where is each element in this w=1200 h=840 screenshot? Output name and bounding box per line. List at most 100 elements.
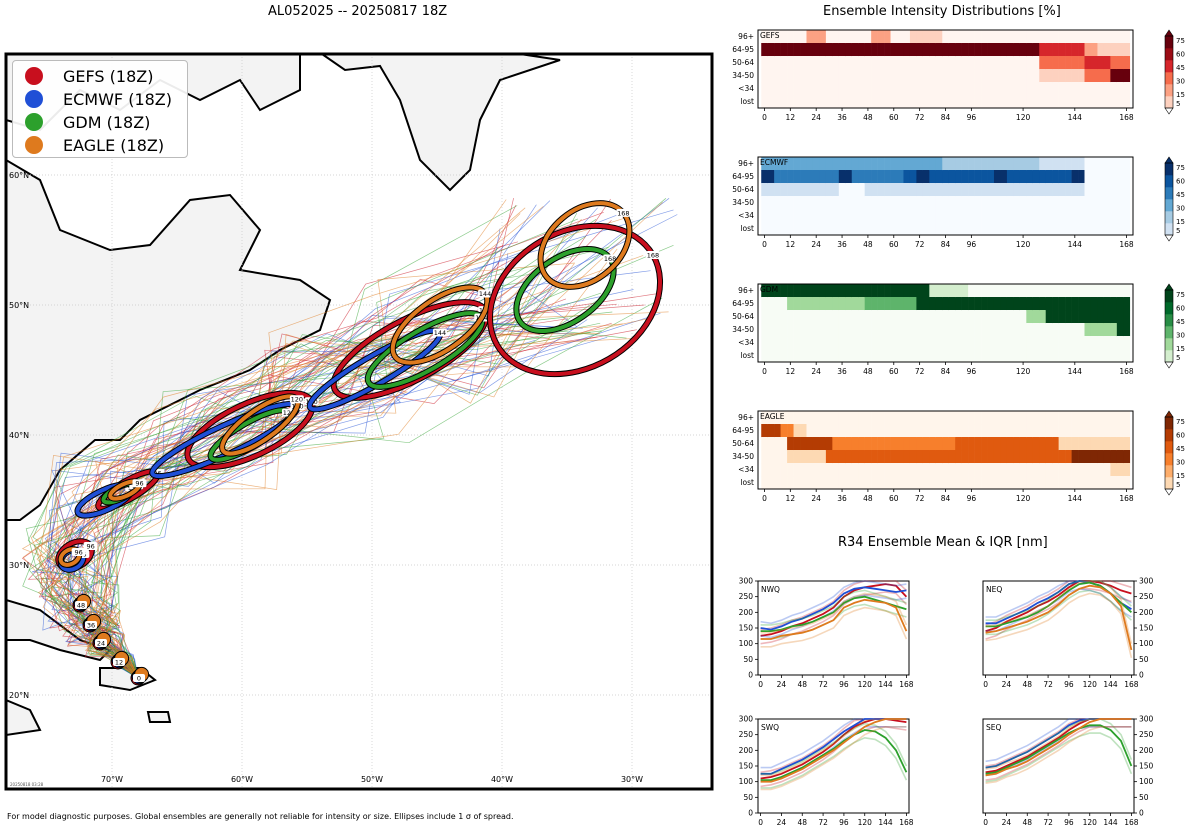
heatmap-cell bbox=[1026, 183, 1034, 197]
heatmap-cell bbox=[838, 411, 846, 425]
heatmap-cell bbox=[806, 69, 814, 83]
heatmap-cell bbox=[909, 95, 917, 109]
heatmap-cell bbox=[864, 183, 872, 197]
colorbar-tick-label: 5 bbox=[1176, 481, 1180, 489]
heatmap-cell bbox=[832, 323, 840, 337]
colorbar-tick-label: 30 bbox=[1176, 205, 1185, 213]
heatmap-cell bbox=[787, 183, 794, 197]
heatmap-cell bbox=[993, 170, 1001, 184]
heatmap-cell bbox=[806, 437, 814, 451]
heatmap-cell bbox=[1090, 209, 1098, 223]
heatmap-xtick-label: 72 bbox=[915, 367, 925, 376]
heatmap-cell bbox=[1039, 411, 1047, 425]
heatmap-cell bbox=[800, 82, 807, 96]
main-title: AL052025 -- 20250817 18Z bbox=[268, 4, 448, 19]
heatmap-cell bbox=[812, 69, 820, 83]
heatmap-cell bbox=[774, 30, 781, 44]
colorbar-extend-top bbox=[1164, 283, 1174, 291]
heatmap-cell bbox=[974, 284, 982, 298]
heatmap-cell bbox=[1116, 82, 1124, 96]
colorbar-frame bbox=[1164, 35, 1174, 109]
heatmap-cell bbox=[955, 157, 962, 171]
heatmap-cell bbox=[987, 95, 995, 109]
heatmap-cell bbox=[1097, 463, 1105, 477]
heatmap-cell bbox=[851, 95, 859, 109]
heatmap-cell bbox=[993, 157, 1001, 171]
heatmap-cell bbox=[780, 157, 788, 171]
heatmap-cell bbox=[1013, 43, 1021, 57]
heatmap-cell bbox=[974, 95, 982, 109]
heatmap-xtick-label: 120 bbox=[1016, 240, 1031, 249]
heatmap-cell bbox=[1013, 297, 1021, 311]
heatmap-cell bbox=[812, 30, 820, 44]
heatmap-cell bbox=[1103, 336, 1111, 350]
heatmap-cell bbox=[1006, 196, 1014, 210]
heatmap-cell bbox=[884, 157, 891, 171]
heatmap-label: GEFS bbox=[760, 31, 780, 40]
heatmap-cell bbox=[800, 476, 807, 490]
heatmap-cell bbox=[787, 310, 794, 324]
heatmap-cell bbox=[1039, 336, 1047, 350]
heatmap-cell bbox=[793, 424, 801, 438]
heatmap-cell bbox=[858, 284, 865, 298]
heatmap-cell bbox=[1110, 82, 1118, 96]
marker-hour-bg bbox=[85, 621, 97, 629]
heatmap-xtick-label: 120 bbox=[1016, 367, 1031, 376]
heatmap-cell bbox=[948, 450, 956, 464]
heatmap-cell bbox=[1000, 323, 1008, 337]
heatmap-cell bbox=[838, 43, 846, 57]
heatmap-cell bbox=[961, 450, 969, 464]
track-line bbox=[42, 235, 630, 679]
heatmap-cell bbox=[1032, 336, 1040, 350]
heatmap-cell bbox=[981, 56, 988, 70]
heatmap-ytick-label: 50-64 bbox=[732, 439, 754, 448]
heatmap-cell bbox=[1084, 157, 1092, 171]
heatmap-cell bbox=[838, 56, 846, 70]
heatmap-xtick-label: 12 bbox=[786, 240, 796, 249]
heatmap-cell bbox=[832, 297, 840, 311]
heatmap-cell bbox=[1071, 222, 1079, 236]
heatmap-cell bbox=[884, 69, 891, 83]
heatmap-cell bbox=[1071, 196, 1079, 210]
heatmap-cell bbox=[890, 183, 898, 197]
heatmap-cell bbox=[935, 323, 943, 337]
r34-ytick-label: 300 bbox=[739, 715, 754, 724]
heatmap-cell bbox=[1013, 183, 1021, 197]
heatmap-cell bbox=[948, 284, 956, 298]
heatmap-cell bbox=[916, 82, 924, 96]
heatmap-cell bbox=[1052, 56, 1059, 70]
heatmap-cell bbox=[851, 336, 859, 350]
heatmap-label: ECMWF bbox=[760, 158, 788, 167]
heatmap-cell bbox=[1097, 310, 1105, 324]
heatmap-cell bbox=[1123, 310, 1131, 324]
heatmap-cell bbox=[897, 30, 904, 44]
heatmap-cell bbox=[884, 209, 891, 223]
r34-ytick-label: 100 bbox=[739, 777, 754, 786]
colorbar-segment bbox=[1165, 211, 1173, 224]
heatmap-cell bbox=[1058, 69, 1066, 83]
heatmap-cell bbox=[832, 196, 840, 210]
heatmap-cell bbox=[897, 336, 904, 350]
heatmap-cell bbox=[1097, 82, 1105, 96]
heatmap-cell bbox=[961, 56, 969, 70]
heatmap-cell bbox=[897, 82, 904, 96]
heatmap-cell bbox=[1032, 284, 1040, 298]
heatmap-cell bbox=[832, 336, 840, 350]
r34-iqr-line bbox=[760, 591, 907, 645]
heatmap-cell bbox=[1019, 284, 1027, 298]
heatmap-cell bbox=[955, 297, 962, 311]
r34-iqr-line bbox=[760, 580, 907, 625]
heatmap-cell bbox=[877, 30, 885, 44]
marker-hour-label: 24 bbox=[97, 640, 105, 648]
heatmap-cell bbox=[851, 30, 859, 44]
heatmap-cell bbox=[871, 95, 878, 109]
heatmap-cell bbox=[1058, 323, 1066, 337]
heatmap-cell bbox=[916, 95, 924, 109]
heatmap-cell bbox=[1090, 69, 1098, 83]
heatmap-cell bbox=[800, 424, 807, 438]
heatmap-cell bbox=[922, 56, 930, 70]
heatmap-cell bbox=[1006, 476, 1014, 490]
heatmap-cell bbox=[987, 157, 995, 171]
heatmap-xtick-label: 36 bbox=[837, 240, 847, 249]
